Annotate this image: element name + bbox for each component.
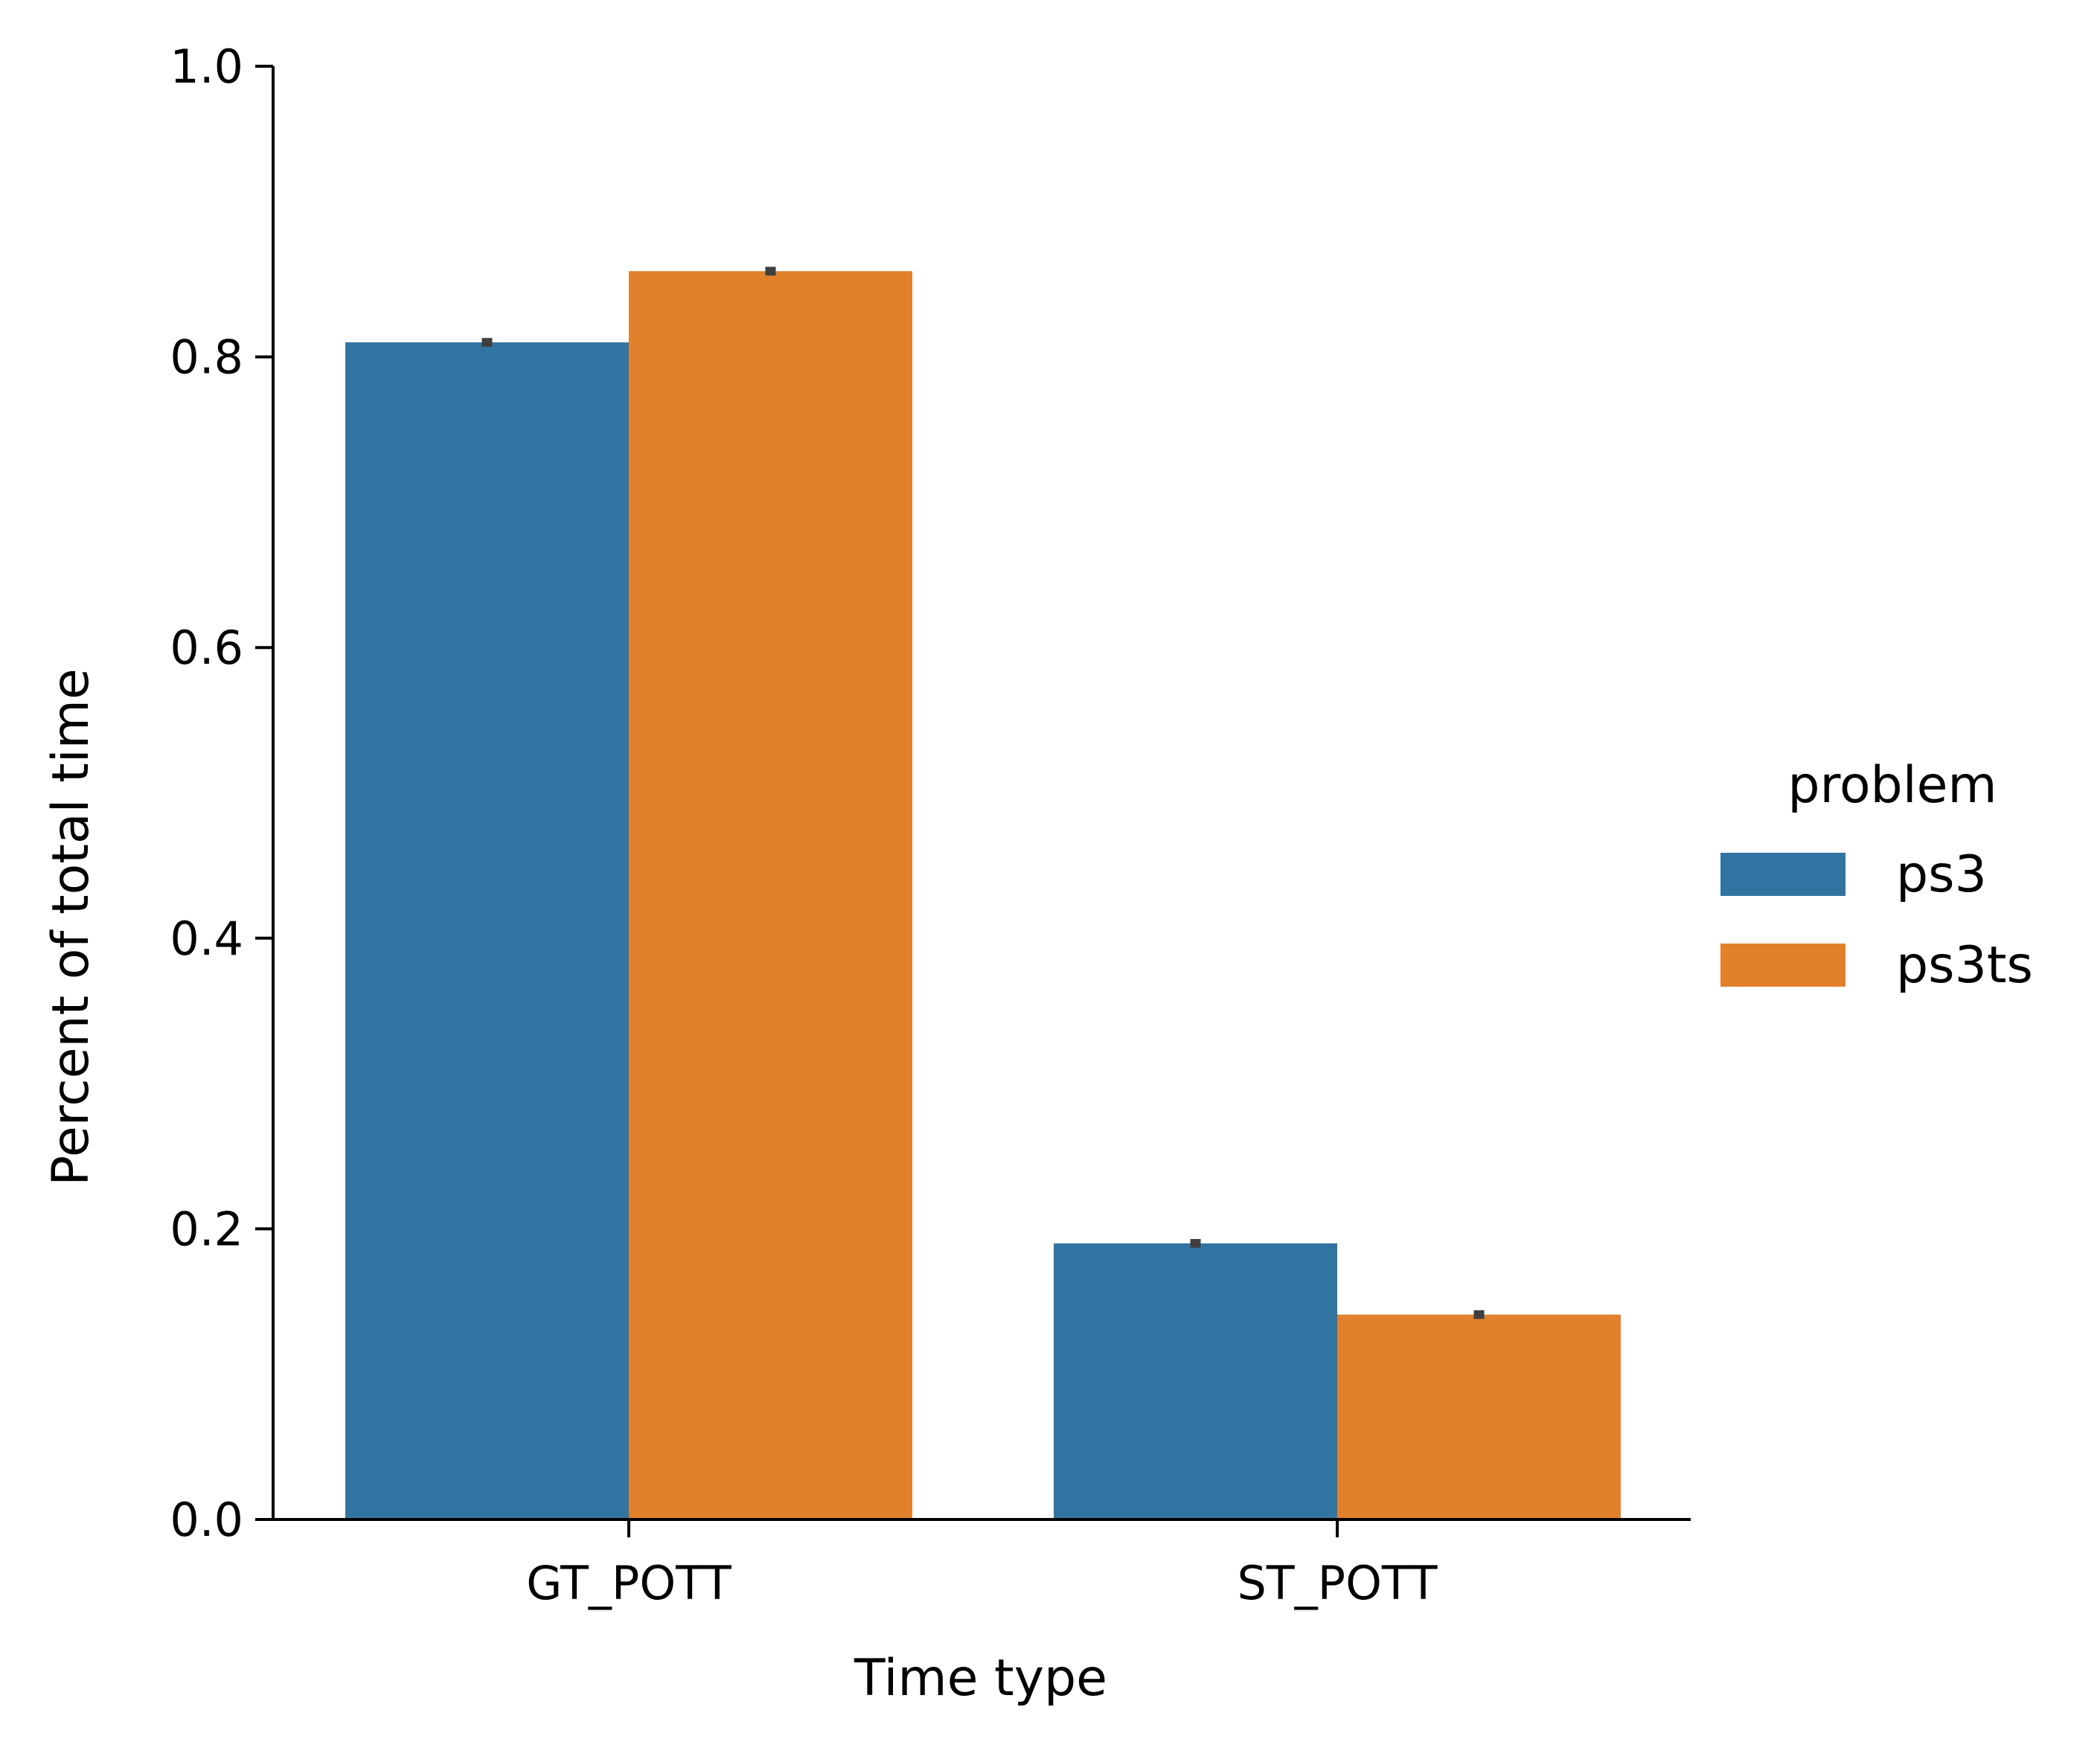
- x-tick-label: GT_POTT: [526, 1556, 732, 1610]
- y-tick-label: 0.0: [170, 1493, 243, 1547]
- axes: [272, 66, 1691, 1521]
- legend-swatch-ps3: [1720, 853, 1845, 896]
- x-axis-label: Time type: [854, 1649, 1107, 1708]
- legend-title: problem: [1787, 756, 1997, 815]
- bar-ps3ts-ST_POTT: [1337, 1314, 1621, 1519]
- bar-ps3ts-GT_POTT: [629, 271, 912, 1519]
- legend-swatch-ps3ts: [1720, 944, 1845, 987]
- y-tick-label: 0.4: [170, 912, 243, 966]
- y-tick-label: 0.8: [170, 330, 243, 385]
- legend-label-ps3: ps3: [1896, 845, 1987, 904]
- y-ticks: 0.0 0.2 0.4 0.6 0.8 1.0: [170, 39, 273, 1547]
- legend-label-ps3ts: ps3ts: [1896, 936, 2033, 995]
- x-tick-label: ST_POTT: [1237, 1556, 1438, 1610]
- y-tick-label: 0.6: [170, 621, 243, 675]
- y-tick-label: 1.0: [170, 39, 243, 94]
- x-ticks: GT_POTT ST_POTT: [526, 1519, 1438, 1610]
- bar-ps3-GT_POTT: [345, 342, 629, 1519]
- y-tick-label: 0.2: [170, 1202, 243, 1256]
- bars-layer: [345, 271, 1621, 1519]
- errorbars-layer: [481, 266, 1485, 1319]
- legend: problem ps3 ps3ts: [1720, 756, 2033, 995]
- bar-ps3-ST_POTT: [1054, 1243, 1337, 1519]
- y-axis-label: Percent of total time: [42, 668, 100, 1185]
